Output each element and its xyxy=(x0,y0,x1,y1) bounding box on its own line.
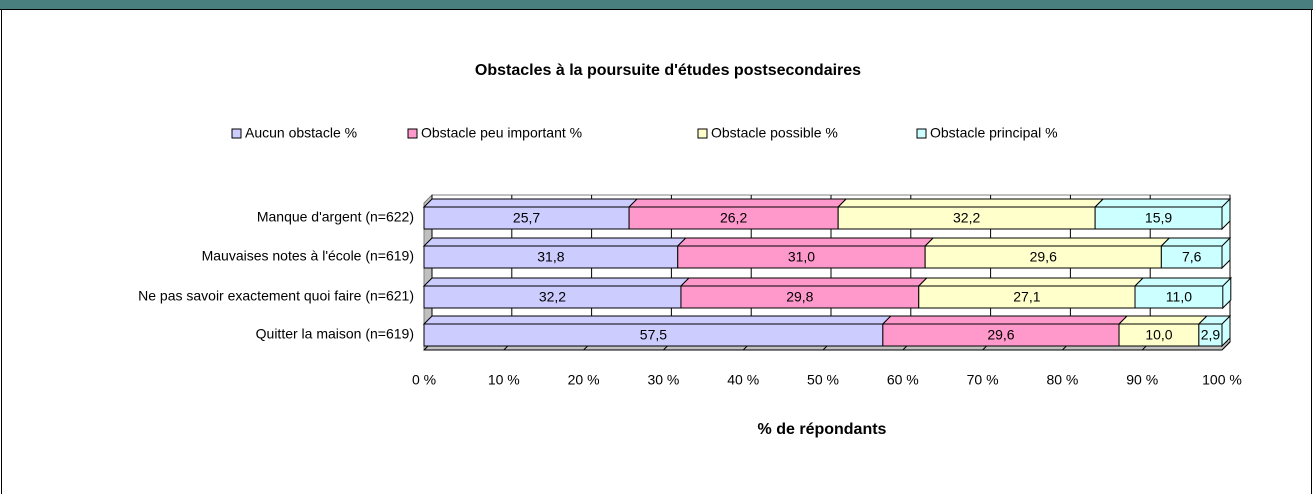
y-tick-label: Ne pas savoir exactement quoi faire (n=6… xyxy=(138,288,414,304)
x-tick-label: 0 % xyxy=(412,372,436,388)
x-tick-label: 50 % xyxy=(807,372,839,388)
x-tick-label: 10 % xyxy=(488,372,520,388)
data-label: 27,1 xyxy=(1013,289,1040,305)
legend-swatch xyxy=(697,128,708,139)
data-label: 31,0 xyxy=(788,249,815,265)
bar-segment xyxy=(1093,197,1232,231)
bar-segment xyxy=(1160,236,1232,270)
y-tick-label: Quitter la maison (n=619) xyxy=(256,326,414,342)
data-label: 25,7 xyxy=(513,210,540,226)
legend-swatch xyxy=(916,128,927,139)
x-tick-label: 80 % xyxy=(1046,372,1078,388)
x-tick-label: 60 % xyxy=(887,372,919,388)
data-label: 31,8 xyxy=(537,249,564,265)
data-label: 26,2 xyxy=(720,210,747,226)
x-tick-label: 30 % xyxy=(647,372,679,388)
data-label: 29,6 xyxy=(987,327,1014,343)
data-label: 11,0 xyxy=(1166,289,1192,305)
legend-label: Obstacle possible % xyxy=(711,125,838,141)
data-label: 2,9 xyxy=(1201,327,1221,343)
chart-title: Obstacles à la poursuite d'études postse… xyxy=(475,62,861,79)
legend-swatch xyxy=(407,128,418,139)
data-label: 32,2 xyxy=(539,289,566,305)
x-axis-title: % de répondants xyxy=(758,421,887,438)
top-bar xyxy=(0,0,1313,9)
legend-label: Obstacle peu important % xyxy=(421,125,582,141)
legend-label: Aucun obstacle % xyxy=(245,125,357,141)
data-label: 29,6 xyxy=(1030,249,1057,265)
x-tick-label: 20 % xyxy=(568,372,600,388)
data-label: 7,6 xyxy=(1182,249,1202,265)
data-label: 57,5 xyxy=(640,327,667,343)
legend-swatch xyxy=(231,128,242,139)
bar-segment xyxy=(1197,314,1232,348)
bar-segment xyxy=(1133,276,1233,310)
x-tick-label: 40 % xyxy=(727,372,759,388)
data-label: 29,8 xyxy=(786,289,813,305)
legend-label: Obstacle principal % xyxy=(930,125,1058,141)
x-tick-label: 100 % xyxy=(1202,372,1242,388)
y-tick-label: Manque d'argent (n=622) xyxy=(257,209,414,225)
data-label: 10,0 xyxy=(1145,327,1172,343)
x-tick-label: 90 % xyxy=(1126,372,1158,388)
y-tick-label: Mauvaises notes à l'école (n=619) xyxy=(202,248,414,264)
data-label: 15,9 xyxy=(1145,210,1172,226)
x-tick-label: 70 % xyxy=(967,372,999,388)
data-label: 32,2 xyxy=(953,210,980,226)
tick-mark xyxy=(1221,341,1231,351)
